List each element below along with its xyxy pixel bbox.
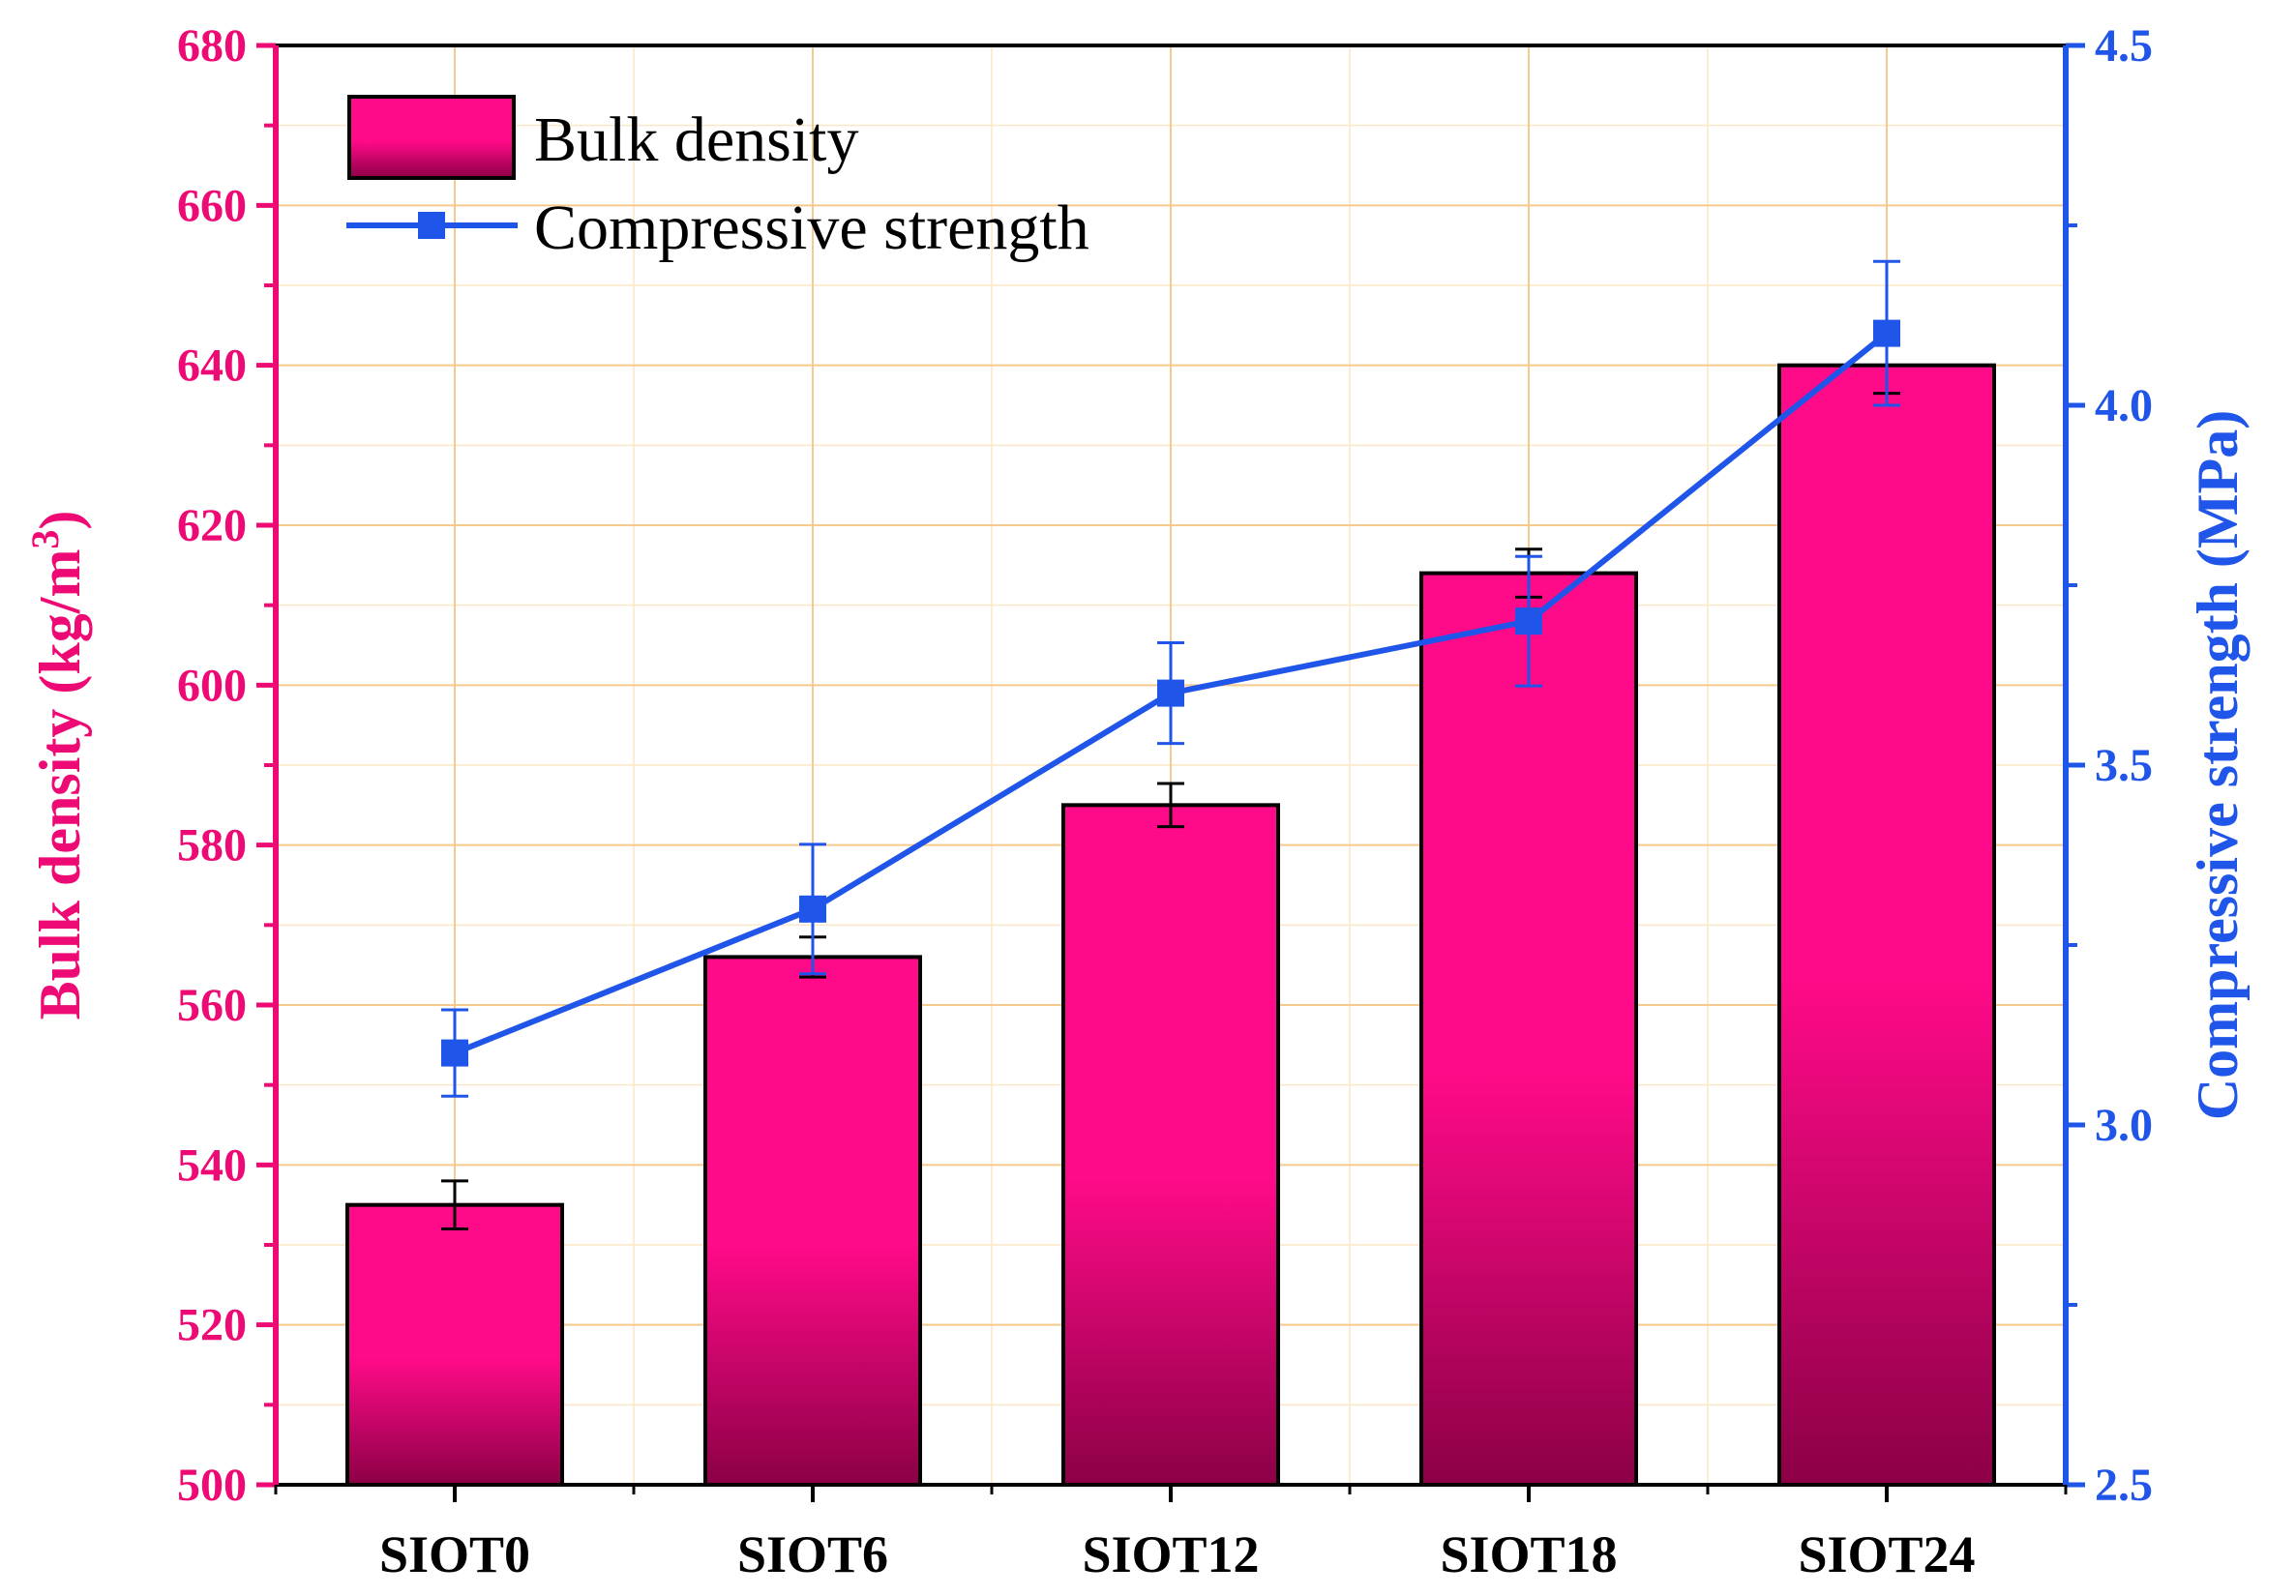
bar-series bbox=[345, 363, 1996, 1488]
left-tick-label: 560 bbox=[177, 980, 247, 1031]
left-tick-label: 600 bbox=[177, 660, 247, 711]
right-tick-label: 3.0 bbox=[2095, 1100, 2153, 1151]
line-marker bbox=[441, 1039, 468, 1067]
left-axis-title-superscript: 3 bbox=[23, 530, 67, 549]
right-tick-label: 4.5 bbox=[2095, 20, 2153, 72]
line-marker bbox=[1873, 319, 1900, 347]
x-tick-label: SIOT12 bbox=[1082, 1525, 1259, 1583]
legend-line-marker bbox=[418, 212, 445, 239]
left-tick-label: 540 bbox=[177, 1139, 247, 1191]
x-tick-label: SIOT18 bbox=[1440, 1525, 1617, 1583]
line-marker bbox=[799, 895, 826, 923]
bar bbox=[1777, 363, 1996, 1488]
left-tick-label: 500 bbox=[177, 1460, 247, 1511]
left-axis-title-text: Bulk density (kg/m bbox=[28, 549, 92, 1020]
x-tick-label: SIOT6 bbox=[737, 1525, 888, 1583]
right-tick-label: 2.5 bbox=[2095, 1460, 2153, 1511]
left-axis-title: Bulk density (kg/m3) bbox=[23, 511, 93, 1020]
right-axis-title: Compressive strength (MPa) bbox=[2186, 410, 2250, 1120]
line-marker bbox=[1157, 679, 1184, 707]
legend-bar-swatch bbox=[347, 95, 516, 180]
left-tick-label: 620 bbox=[177, 500, 247, 551]
left-tick-label: 660 bbox=[177, 180, 247, 231]
x-tick-label: SIOT24 bbox=[1798, 1525, 1975, 1583]
line-marker bbox=[1515, 607, 1542, 635]
bar bbox=[1419, 571, 1638, 1487]
legend-line-label: Compressive strength bbox=[534, 192, 1089, 263]
right-tick-label: 4.0 bbox=[2095, 380, 2153, 431]
left-tick-label: 580 bbox=[177, 820, 247, 872]
bar bbox=[345, 1202, 564, 1487]
bar bbox=[703, 955, 922, 1487]
right-axis-ticks: 2.5 3.0 3.5 4.0 4.5 bbox=[2066, 20, 2153, 1511]
left-tick-label: 520 bbox=[177, 1300, 247, 1351]
left-axis-ticks: 500 520 540 560 580 600 620 640 660 680 bbox=[177, 20, 276, 1511]
left-axis-title-close: ) bbox=[28, 511, 92, 530]
x-tick-label: SIOT0 bbox=[379, 1525, 530, 1583]
left-tick-label: 680 bbox=[177, 20, 247, 72]
left-tick-label: 640 bbox=[177, 340, 247, 392]
right-tick-label: 3.5 bbox=[2095, 740, 2153, 791]
legend-bar-label: Bulk density bbox=[534, 104, 859, 175]
line-series bbox=[441, 259, 1900, 1098]
x-axis-ticks: SIOT0 SIOT6 SIOT12 SIOT18 SIOT24 bbox=[274, 1485, 2068, 1583]
legend: Bulk density Compressive strength bbox=[346, 95, 1089, 263]
bar bbox=[1061, 803, 1280, 1487]
